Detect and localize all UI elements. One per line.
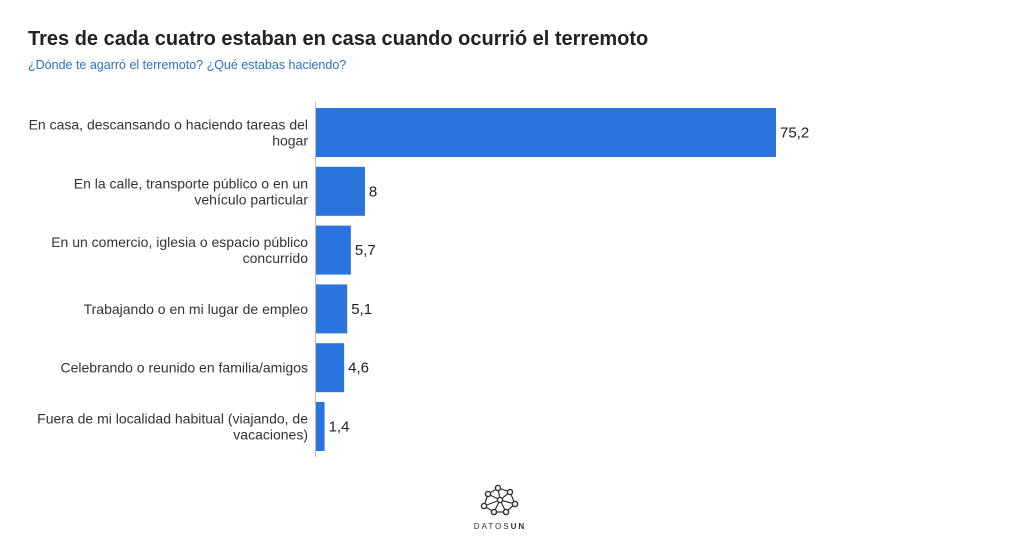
bar-4	[316, 343, 345, 393]
chart-subtitle: ¿Dónde te agarró el terremoto? ¿Qué esta…	[28, 58, 347, 72]
category-label-1-line-1: vehículo particular	[194, 191, 308, 207]
datosun-logo: DATOSUN	[470, 484, 530, 534]
value-label-2: 5,7	[355, 242, 376, 259]
category-label-1-line-0: En la calle, transporte público o en un	[74, 175, 308, 191]
category-label-2-line-1: concurrido	[243, 250, 309, 266]
bar-2	[316, 225, 351, 275]
category-label-5-line-1: vacaciones)	[233, 427, 308, 443]
bar-chart: 75,2 En casa, descansando o haciendo tare…	[29, 102, 809, 457]
category-label-0-line-0: En casa, descansando o haciendo tareas d…	[29, 117, 308, 133]
bar-0	[316, 108, 776, 157]
network-logo-icon	[480, 484, 519, 516]
category-label-0-line-1: hogar	[272, 133, 308, 149]
value-label-0: 75,2	[780, 125, 809, 142]
bar-3	[316, 284, 348, 334]
category-label-2-line-0: En un comercio, iglesia o espacio públic…	[51, 234, 308, 250]
logo-wordmark-bold: UN	[510, 522, 527, 531]
category-label-4-line-0: Celebrando o reunido en familia/amigos	[61, 360, 308, 376]
value-label-1: 8	[369, 183, 377, 200]
value-label-3: 5,1	[351, 301, 372, 318]
category-label-5-line-0: Fuera de mi localidad habitual (viajando…	[37, 411, 308, 427]
logo-wordmark: DATOSUN	[470, 522, 530, 531]
logo-wordmark-light: DATOS	[473, 522, 511, 531]
value-label-4: 4,6	[348, 360, 369, 377]
bars-group: 75,2 En casa, descansando o haciendo tare…	[29, 108, 809, 451]
bar-1	[316, 166, 365, 216]
chart-title: Tres de cada cuatro estaban en casa cuan…	[28, 28, 649, 50]
bar-5	[316, 402, 325, 451]
value-label-5: 1,4	[329, 419, 350, 436]
category-label-3-line-0: Trabajando o en mi lugar de empleo	[84, 301, 309, 317]
